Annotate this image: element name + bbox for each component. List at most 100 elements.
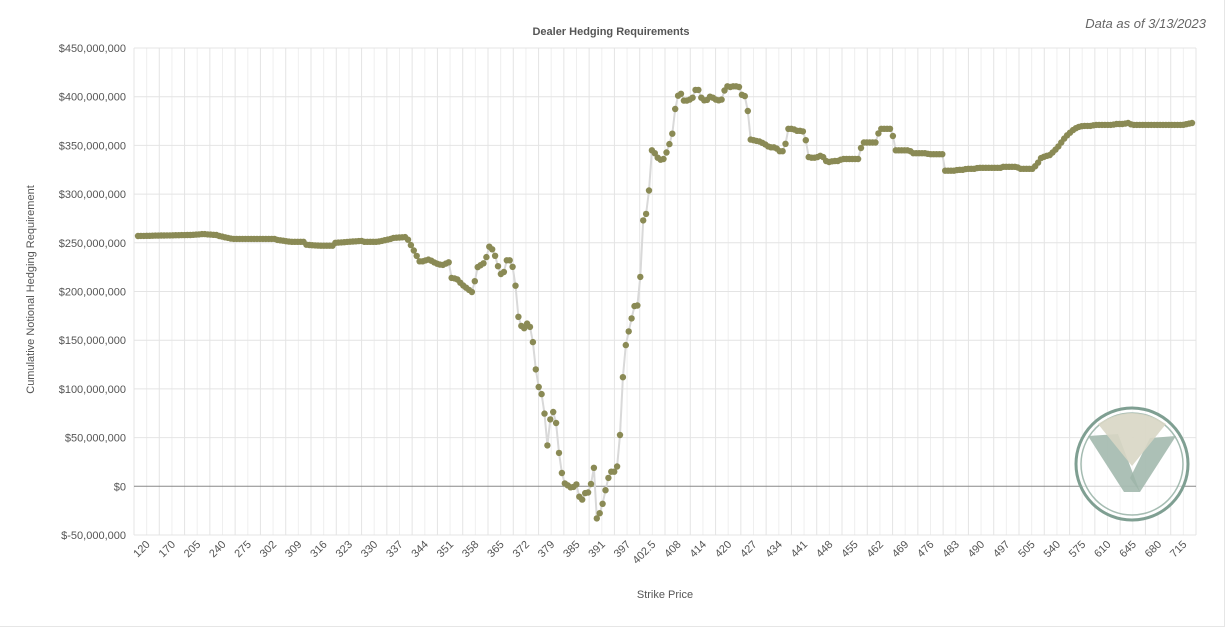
- data-point: [666, 140, 673, 148]
- data-point: [573, 481, 580, 488]
- x-tick-label: 385: [561, 539, 582, 560]
- data-point: [407, 241, 415, 249]
- data-point: [605, 474, 612, 482]
- data-point: [602, 487, 609, 494]
- chart-title: Dealer Hedging Requirements: [532, 26, 689, 38]
- data-point: [410, 247, 417, 254]
- x-tick-label: 505: [1016, 539, 1037, 560]
- data-point: [695, 86, 702, 94]
- data-point: [445, 259, 452, 266]
- data-point: [744, 107, 751, 115]
- x-tick-label: 397: [612, 539, 633, 560]
- x-tick-label: 462: [865, 539, 886, 560]
- y-tick-label: $450,000,000: [59, 43, 126, 55]
- data-point: [471, 278, 478, 285]
- data-point: [579, 496, 586, 503]
- data-point: [506, 257, 513, 264]
- data-point: [532, 366, 539, 373]
- x-tick-label: 420: [713, 539, 734, 560]
- x-tick-label: 645: [1117, 539, 1138, 560]
- data-point: [500, 268, 508, 276]
- y-tick-label: $150,000,000: [59, 335, 126, 347]
- data-point: [782, 140, 789, 147]
- data-point: [640, 217, 647, 224]
- x-axis-labels: 120 170 205 240 275 302 309 316 323 330 337 344 351 3…: [131, 539, 1189, 567]
- x-tick-label: 490: [966, 539, 987, 560]
- data-point: [741, 92, 748, 100]
- data-point: [854, 155, 862, 163]
- data-point: [660, 155, 667, 163]
- data-point: [596, 510, 603, 517]
- x-tick-label: 448: [814, 539, 835, 560]
- x-tick-label: 610: [1092, 539, 1113, 560]
- logo-v-top: [1098, 413, 1166, 466]
- data-point: [526, 323, 534, 331]
- data-point: [544, 442, 551, 449]
- x-tick-label: 302: [258, 539, 279, 560]
- data-point: [875, 130, 882, 137]
- x-tick-label: 408: [662, 539, 683, 560]
- data-point: [689, 94, 696, 101]
- data-point: [669, 130, 676, 137]
- logo: [1074, 406, 1190, 522]
- series-layer: [134, 83, 1196, 522]
- x-tick-label: 391: [586, 539, 607, 560]
- data-point: [779, 148, 786, 155]
- data-point: [611, 468, 618, 475]
- data-point: [512, 282, 519, 289]
- data-point: [625, 328, 632, 335]
- x-tick-label: 379: [536, 539, 557, 560]
- data-point: [663, 149, 670, 156]
- data-point: [634, 302, 641, 309]
- x-tick-label: 316: [308, 539, 329, 560]
- x-tick-label: 455: [839, 539, 860, 560]
- checkmark-v-logo-icon: [1088, 434, 1140, 492]
- data-point: [599, 500, 606, 507]
- data-point: [802, 137, 809, 144]
- x-tick-label: 240: [207, 539, 228, 560]
- data-point: [404, 236, 412, 243]
- y-tick-label: $300,000,000: [59, 189, 126, 201]
- x-tick-label: 441: [789, 539, 810, 560]
- data-point: [672, 105, 679, 113]
- y-tick-label: $200,000,000: [59, 287, 126, 299]
- data-point: [939, 151, 946, 158]
- data-point: [587, 480, 595, 488]
- x-axis-title: Strike Price: [637, 589, 693, 601]
- data-point: [613, 463, 621, 470]
- data-point: [547, 416, 554, 423]
- data-point: [555, 449, 563, 457]
- data-point: [628, 315, 635, 322]
- data-point: [886, 125, 894, 132]
- y-tick-label: $350,000,000: [59, 140, 126, 152]
- x-tick-label: 483: [940, 539, 961, 560]
- data-point: [491, 252, 499, 259]
- x-tick-label: 414: [688, 539, 709, 560]
- data-point: [529, 338, 537, 346]
- x-tick-label: 120: [131, 539, 152, 560]
- data-point: [489, 246, 496, 253]
- data-point: [718, 96, 725, 103]
- data-point: [515, 313, 522, 320]
- y-tick-label: $50,000,000: [65, 433, 126, 445]
- grid-layer: [133, 47, 1197, 536]
- y-tick-label: $400,000,000: [59, 92, 126, 104]
- x-tick-label: 575: [1067, 539, 1088, 560]
- x-tick-label: 540: [1042, 539, 1063, 560]
- x-tick-label: 715: [1168, 539, 1189, 560]
- data-point: [509, 263, 516, 270]
- y-axis-labels: $450,000,000 $400,000,000 $350,000,000 $300…: [59, 43, 126, 542]
- x-tick-label: 351: [435, 539, 456, 560]
- data-point: [735, 83, 743, 91]
- data-point: [483, 253, 490, 261]
- data-point: [535, 383, 542, 391]
- data-point: [558, 469, 566, 477]
- data-point: [645, 187, 653, 194]
- x-tick-label: 402.5: [631, 539, 659, 567]
- data-point: [622, 341, 629, 349]
- x-tick-label: 205: [182, 539, 203, 560]
- data-as-of-label: Data as of 3/13/2023: [1085, 16, 1206, 31]
- x-tick-label: 469: [890, 539, 911, 560]
- data-point: [590, 464, 598, 471]
